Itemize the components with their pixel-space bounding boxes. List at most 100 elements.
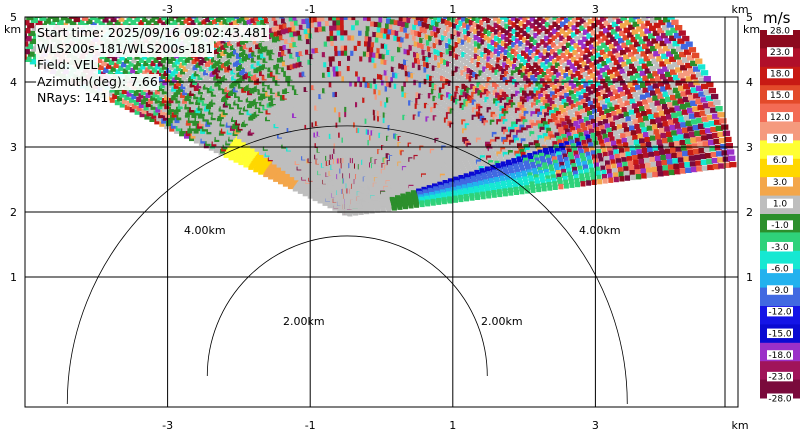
velocity-gate [264,0,269,2]
velocity-gate [27,22,35,29]
velocity-gate [309,53,315,60]
velocity-gate [280,56,285,62]
velocity-gate [297,0,302,4]
velocity-gate [204,55,210,61]
velocity-gate [310,43,316,49]
velocity-gate [297,19,303,25]
velocity-gate [326,35,332,42]
velocity-gate [347,40,353,46]
velocity-gate [77,0,84,2]
velocity-gate [331,5,336,10]
velocity-gate [343,35,349,41]
velocity-gate [135,61,141,67]
velocity-gate [278,24,284,30]
velocity-gate [239,69,245,76]
velocity-gate [143,60,149,67]
velocity-gate [190,19,196,26]
velocity-gate [226,46,232,53]
velocity-gate [371,57,377,63]
velocity-gate [291,68,297,74]
velocity-gate [242,74,248,80]
velocity-gate [317,47,323,53]
velocity-gate [231,0,236,3]
velocity-gate [153,21,159,27]
velocity-gate [378,17,384,23]
velocity-gate [102,2,108,7]
velocity-gate [364,66,369,73]
velocity-gate [18,17,25,22]
velocity-gate [109,97,115,103]
velocity-gate [241,0,246,4]
velocity-gate [129,107,135,113]
velocity-gate [352,65,358,72]
velocity-gate [130,6,136,11]
velocity-gate [185,63,191,70]
velocity-gate [279,17,285,19]
velocity-gate [285,76,291,82]
velocity-gate [282,44,288,50]
velocity-gate [332,61,338,67]
velocity-gate [340,10,345,15]
velocity-gate [237,77,242,83]
velocity-gate [138,6,144,11]
velocity-gate [151,0,157,2]
velocity-gate [333,81,339,87]
velocity-gate [354,35,360,41]
velocity-gate [370,62,376,68]
velocity-gate [259,82,265,88]
velocity-gate [159,121,165,127]
velocity-gate [341,70,347,77]
velocity-gate [280,78,285,84]
velocity-gate [191,17,197,19]
velocity-gate [162,80,168,86]
velocity-gate [358,20,364,26]
velocity-gate [270,59,276,65]
velocity-gate [373,21,379,27]
velocity-gate [238,12,243,17]
velocity-gate [315,32,321,38]
velocity-gate [267,17,273,23]
velocity-gate [60,0,67,5]
velocity-gate [343,45,349,51]
velocity-gate [340,30,346,36]
velocity-gate [157,86,163,92]
velocity-gate [26,43,34,50]
velocity-gate [370,78,376,84]
velocity-gate [274,41,279,48]
velocity-gate [373,78,379,84]
velocity-gate [245,54,250,60]
velocity-gate [343,19,349,26]
velocity-gate [287,0,292,1]
velocity-gate [329,25,335,31]
velocity-gate [360,45,366,52]
velocity-gate [164,95,169,101]
velocity-gate [217,65,223,71]
velocity-gate [298,24,304,30]
velocity-gate [220,44,226,50]
velocity-gate [223,61,229,67]
velocity-gate [111,55,118,62]
velocity-gate [214,81,220,87]
velocity-gate [90,17,97,20]
velocity-gate [147,64,153,70]
velocity-gate [288,69,294,75]
velocity-gate [298,50,304,57]
velocity-gate [289,42,295,48]
velocity-gate [362,20,368,26]
velocity-gate [274,52,280,58]
velocity-gate [293,20,299,26]
velocity-gate [229,57,235,63]
velocity-gate [297,35,303,41]
velocity-gate [285,70,291,76]
velocity-gate [284,59,290,66]
velocity-gate [302,39,308,45]
velocity-gate [337,40,343,46]
velocity-gate [359,17,365,21]
velocity-gate [245,48,251,54]
velocity-gate [318,0,323,1]
velocity-gate [380,27,386,34]
velocity-gate [94,3,100,8]
velocity-gate [327,46,333,52]
velocity-gate [295,40,301,47]
velocity-gate [166,83,172,89]
